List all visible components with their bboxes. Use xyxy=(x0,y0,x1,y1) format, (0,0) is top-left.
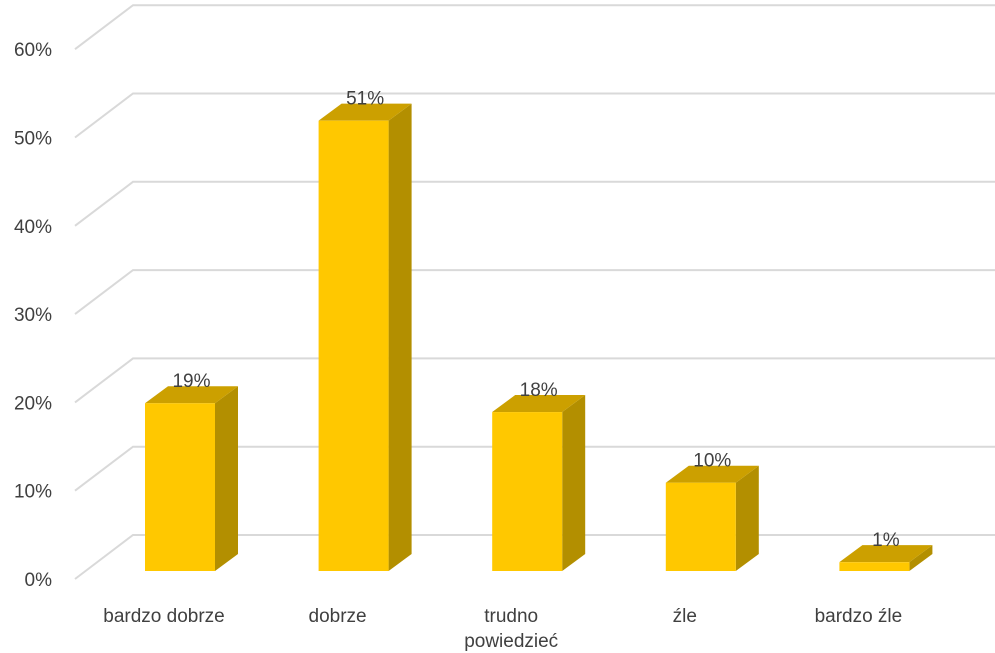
bar-side xyxy=(735,465,759,571)
category-label-line: trudno xyxy=(484,606,538,627)
bar xyxy=(492,395,586,571)
category-label: trudno powiedzieć xyxy=(464,606,558,652)
bar-top xyxy=(145,386,238,404)
bar-top xyxy=(492,395,586,413)
bars xyxy=(145,103,933,572)
bar-top xyxy=(839,545,933,563)
gridline xyxy=(74,357,995,404)
data-label: 51% xyxy=(346,89,384,110)
bar-front xyxy=(492,412,563,571)
bar-side xyxy=(562,395,586,571)
gridlines xyxy=(74,4,995,580)
bar-side xyxy=(388,103,412,572)
gridline xyxy=(74,445,995,492)
data-label: 19% xyxy=(172,371,210,392)
data-label: 1% xyxy=(872,530,900,551)
bar-front xyxy=(839,562,910,571)
bar-front xyxy=(665,482,736,571)
category-label-line: bardzo dobrze xyxy=(103,606,224,627)
y-tick-label: 20% xyxy=(14,393,52,414)
data-labels: 19% 51% 18% 10% 1% xyxy=(172,89,900,551)
bar-side xyxy=(215,386,238,571)
bar xyxy=(665,465,759,571)
data-label: 10% xyxy=(693,451,731,472)
y-tick-label: 50% xyxy=(14,129,52,150)
gridline xyxy=(74,4,995,50)
category-label-line: źle xyxy=(673,606,697,627)
y-tick-label: 10% xyxy=(14,482,52,503)
bar xyxy=(839,545,933,571)
gridline xyxy=(74,92,995,139)
gridline xyxy=(74,180,995,227)
bar-top xyxy=(318,103,412,121)
bar-front xyxy=(318,120,389,572)
x-axis-category-labels: bardzo dobrze dobrze trudno powiedzieć źle ba… xyxy=(103,606,902,652)
bar-side xyxy=(909,545,933,571)
category-label: bardzo źle xyxy=(815,606,903,627)
bar xyxy=(318,103,412,572)
bar xyxy=(145,386,238,571)
category-label: bardzo dobrze xyxy=(103,606,224,627)
y-tick-label: 60% xyxy=(14,40,52,61)
y-tick-label: 0% xyxy=(25,570,53,591)
bar-front xyxy=(145,403,215,571)
data-label: 18% xyxy=(520,380,558,401)
category-label-line: bardzo źle xyxy=(815,606,903,627)
bar-top xyxy=(665,465,759,483)
gridline xyxy=(74,269,995,315)
y-axis-tick-labels: 0% 10% 20% 30% 40% 50% 60% xyxy=(14,40,52,591)
category-label-line: powiedzieć xyxy=(464,631,558,652)
category-label-line: dobrze xyxy=(309,606,367,627)
y-tick-label: 40% xyxy=(14,217,52,238)
category-label: dobrze xyxy=(309,606,367,627)
category-label: źle xyxy=(673,606,697,627)
y-tick-label: 30% xyxy=(14,305,52,326)
